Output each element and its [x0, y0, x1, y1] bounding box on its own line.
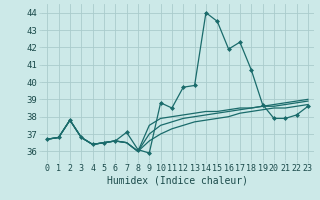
X-axis label: Humidex (Indice chaleur): Humidex (Indice chaleur)	[107, 176, 248, 186]
